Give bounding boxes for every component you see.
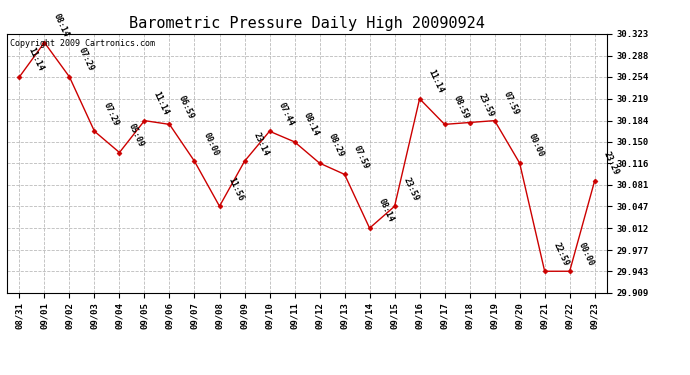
Text: 07:29: 07:29 — [101, 100, 120, 127]
Text: 07:29: 07:29 — [77, 46, 95, 73]
Text: 08:14: 08:14 — [377, 198, 395, 224]
Text: 23:59: 23:59 — [477, 92, 495, 118]
Text: 00:00: 00:00 — [201, 130, 220, 157]
Text: 11:14: 11:14 — [26, 46, 45, 73]
Text: 08:14: 08:14 — [51, 12, 70, 38]
Text: Copyright 2009 Cartronics.com: Copyright 2009 Cartronics.com — [10, 39, 155, 48]
Text: 11:56: 11:56 — [226, 176, 245, 202]
Text: 07:44: 07:44 — [277, 100, 295, 127]
Text: 07:59: 07:59 — [351, 144, 371, 170]
Text: 23:14: 23:14 — [251, 130, 270, 157]
Text: 23:29: 23:29 — [602, 150, 620, 177]
Text: 07:59: 07:59 — [502, 90, 520, 117]
Text: 05:09: 05:09 — [126, 122, 145, 148]
Text: 11:14: 11:14 — [151, 90, 170, 117]
Text: 11:14: 11:14 — [426, 68, 445, 94]
Text: 08:14: 08:14 — [302, 111, 320, 138]
Text: 08:59: 08:59 — [451, 94, 471, 120]
Text: 08:29: 08:29 — [326, 132, 345, 159]
Text: 06:59: 06:59 — [177, 94, 195, 120]
Text: 23:59: 23:59 — [402, 176, 420, 202]
Text: 00:00: 00:00 — [526, 132, 545, 159]
Text: 22:59: 22:59 — [551, 241, 571, 267]
Text: 00:00: 00:00 — [577, 241, 595, 267]
Title: Barometric Pressure Daily High 20090924: Barometric Pressure Daily High 20090924 — [129, 16, 485, 31]
